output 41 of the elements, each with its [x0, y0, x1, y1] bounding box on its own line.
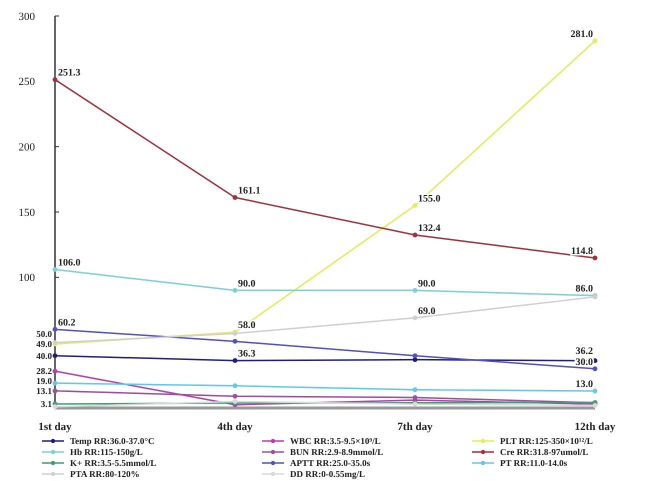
data-label: 86.0 — [576, 284, 593, 295]
y-tick-label: 100 — [18, 272, 36, 284]
data-label: 36.2 — [576, 346, 593, 357]
x-tick-label: 1st day — [38, 421, 72, 433]
data-label: 13.1 — [36, 386, 52, 396]
data-label: 90.0 — [418, 278, 436, 290]
data-label: 132.4 — [418, 222, 440, 234]
y-tick-label: 300 — [18, 10, 36, 23]
data-label: 50.0 — [36, 329, 52, 340]
x-tick-label: 7th day — [397, 421, 434, 433]
data-label: 40.0 — [36, 350, 52, 361]
data-label: 60.2 — [58, 317, 76, 328]
data-label: 49.0 — [36, 339, 52, 350]
legend-label: K+ RR:3.5-5.5mmol/L — [70, 458, 156, 468]
legend-label: WBC RR:3.5-9.5×10⁹/L — [290, 436, 381, 446]
legend-label: PT RR:11.0-14.0s — [500, 458, 568, 468]
legend-label: APTT RR:25.0-35.0s — [290, 458, 371, 468]
x-tick-label: 4th day — [217, 421, 254, 433]
data-label: 90.0 — [238, 278, 256, 290]
y-tick-label: 150 — [18, 206, 36, 219]
data-label: 106.0 — [58, 257, 80, 268]
legend-label: Hb RR:115-150g/L — [70, 447, 143, 458]
legend-label: DD RR:0-0.55mg/L — [290, 469, 365, 480]
legend-label: PTA RR:80-120% — [70, 469, 140, 480]
data-label: 3.1 — [40, 399, 52, 410]
y-tick-label: 250 — [18, 76, 36, 88]
x-tick-label: 12th day — [574, 421, 616, 433]
legend-label: BUN RR:2.9-8.9mmol/L — [290, 447, 384, 458]
data-label: 251.3 — [58, 68, 80, 79]
data-label: 28.2 — [36, 366, 52, 376]
legend-label: PLT RR:125-350×10¹²/L — [500, 436, 593, 446]
data-label: 13.0 — [576, 379, 593, 390]
data-label: 114.8 — [571, 246, 593, 257]
data-label: 161.1 — [238, 185, 260, 196]
data-label: 36.3 — [238, 348, 256, 360]
data-label: 281.0 — [570, 28, 593, 40]
y-tick-label: 200 — [18, 142, 36, 154]
legend-label: Temp RR:36.0-37.0°C — [70, 436, 155, 446]
data-label: 69.0 — [418, 306, 436, 317]
data-label: 19.0 — [36, 376, 52, 386]
legend-label: Cre RR:31.8-97umol/L — [500, 447, 588, 458]
